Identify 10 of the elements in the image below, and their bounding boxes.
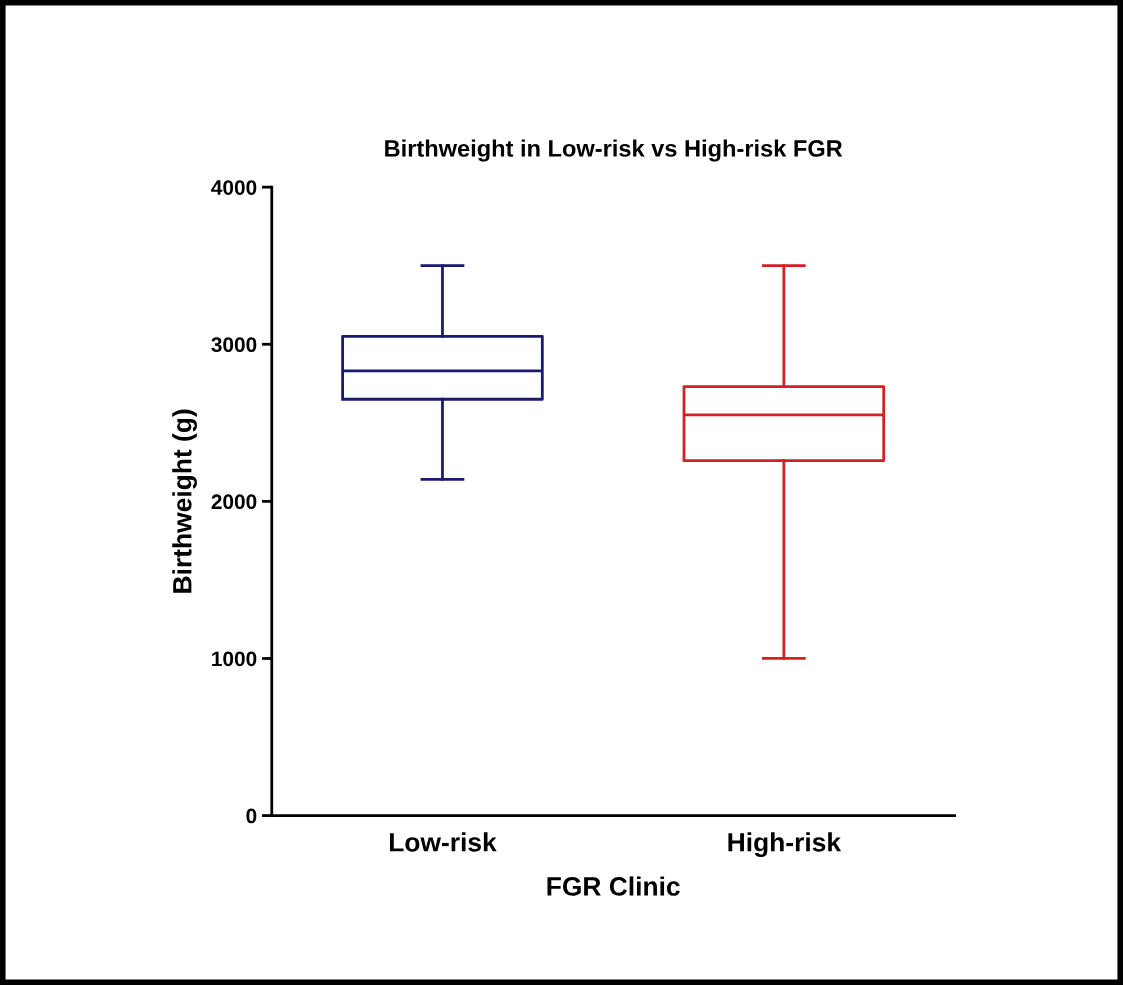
- y-tick-label: 3000: [211, 337, 257, 353]
- chart-title: Birthweight in Low-risk vs High-risk FGR: [385, 139, 843, 162]
- y-tick-label: 0: [246, 808, 257, 824]
- y-tick-label: 4000: [211, 180, 257, 195]
- y-tick-label: 2000: [211, 494, 257, 510]
- x-tick-label: High-risk: [728, 832, 842, 857]
- x-tick-label: Low-risk: [389, 832, 497, 852]
- y-tick-label: 1000: [212, 651, 257, 667]
- x-axis-title: FGR Clinic: [547, 876, 680, 896]
- y-axis-title: Birthweight (g): [172, 409, 197, 593]
